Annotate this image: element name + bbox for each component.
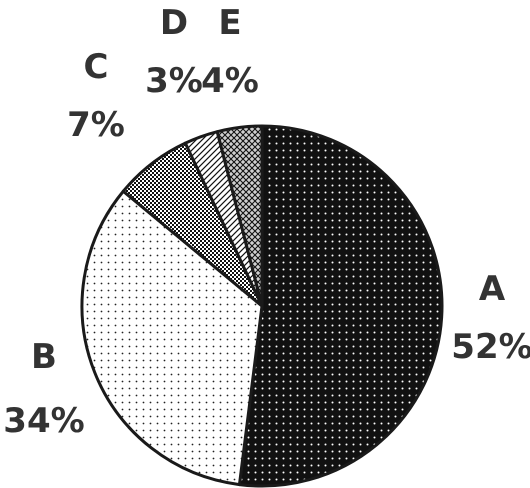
slice-label-a: A: [479, 269, 506, 309]
slice-value-c: 7%: [67, 105, 125, 145]
pie-slices: [80, 124, 444, 488]
pie-slice-a: [237, 124, 444, 488]
pie-slice-e: [215, 124, 264, 308]
slice-label-e: E: [218, 3, 241, 43]
pie-slice-b: [80, 189, 264, 487]
slice-value-a: 52%: [451, 327, 530, 367]
slice-label-d: D: [160, 3, 188, 43]
pie-labels: A 52% B 34% C 7% D 3% E 4%: [3, 3, 530, 441]
slice-label-c: C: [84, 47, 109, 87]
slice-value-d: 3%: [145, 61, 203, 101]
slice-value-b: 34%: [3, 401, 84, 441]
slice-label-b: B: [31, 337, 57, 377]
slice-value-e: 4%: [201, 61, 259, 101]
